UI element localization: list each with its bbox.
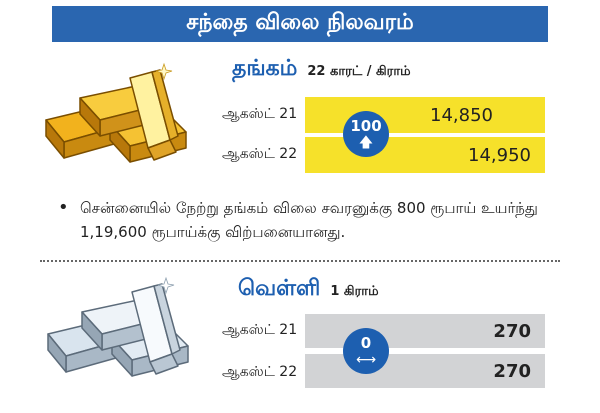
gold-bars-icon (45, 62, 187, 163)
silver-price-bar-1: 270 (305, 314, 545, 348)
silver-date-1: ஆகஸ்ட் 21 (222, 322, 298, 338)
gold-date-1: ஆகஸ்ட் 21 (222, 106, 298, 122)
gold-section-title: தங்கம் 22 காரட் / கிராம் (232, 56, 411, 84)
gold-price-1: 14,850 (430, 104, 493, 126)
bullet: • (58, 197, 69, 218)
silver-unit: 1 கிராம் (330, 284, 379, 299)
silver-price-2: 270 (493, 360, 531, 382)
section-divider (40, 260, 560, 262)
gold-price-bar-2: 14,950 (305, 137, 545, 173)
gold-note-text: சென்னையில் நேற்று தங்கம் விலை சவரனுக்கு … (80, 199, 538, 241)
silver-price-bar-2: 270 (305, 354, 545, 388)
page-title: சந்தை விலை நிலவரம் (186, 10, 414, 35)
silver-date-2: ஆகஸ்ட் 22 (222, 364, 298, 380)
header-banner: சந்தை விலை நிலவரம் (52, 6, 548, 42)
silver-section-title: வெள்ளி 1 கிராம் (238, 276, 379, 304)
gold-change-value: 100 (350, 116, 382, 135)
silver-change-value: 0 (360, 333, 372, 352)
left-right-arrow-icon: ⟷ (355, 351, 377, 368)
silver-name: வெள்ளி (238, 276, 321, 301)
gold-price-bar-1: 14,850 (305, 97, 545, 133)
gold-change-badge: 100 🡅 (343, 111, 389, 157)
gold-name: தங்கம் (232, 56, 298, 81)
silver-change-badge: 0 ⟷ (343, 328, 389, 374)
silver-price-1: 270 (493, 320, 531, 342)
gold-price-2: 14,950 (468, 144, 531, 166)
gold-unit: 22 காரட் / கிராம் (307, 64, 411, 79)
silver-bars-icon (47, 276, 189, 377)
up-arrow-icon: 🡅 (358, 134, 374, 151)
gold-date-2: ஆகஸ்ட் 22 (222, 146, 298, 162)
